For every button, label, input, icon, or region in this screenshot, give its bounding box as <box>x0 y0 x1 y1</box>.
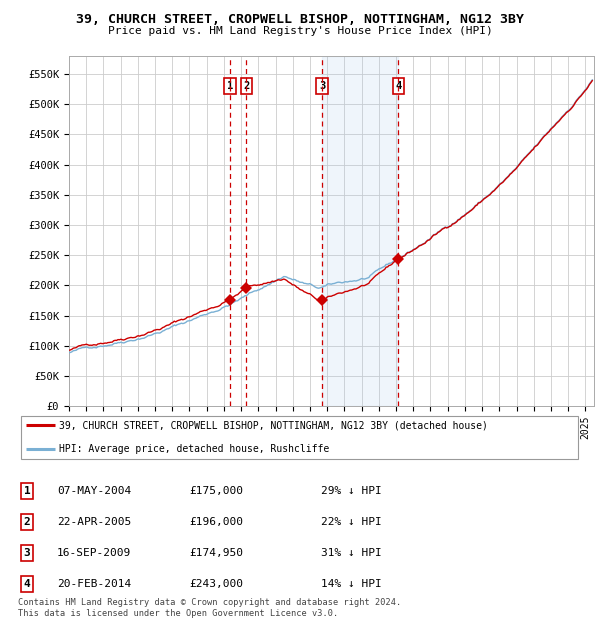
Text: HPI: Average price, detached house, Rushcliffe: HPI: Average price, detached house, Rush… <box>59 445 329 454</box>
Text: 39, CHURCH STREET, CROPWELL BISHOP, NOTTINGHAM, NG12 3BY (detached house): 39, CHURCH STREET, CROPWELL BISHOP, NOTT… <box>59 420 488 430</box>
Text: 1: 1 <box>227 81 233 91</box>
Text: 4: 4 <box>395 81 401 91</box>
Text: Price paid vs. HM Land Registry's House Price Index (HPI): Price paid vs. HM Land Registry's House … <box>107 26 493 36</box>
Text: 3: 3 <box>23 548 31 558</box>
Text: £196,000: £196,000 <box>189 517 243 527</box>
Text: 31% ↓ HPI: 31% ↓ HPI <box>321 548 382 558</box>
Text: £175,000: £175,000 <box>189 486 243 496</box>
Text: 3: 3 <box>319 81 325 91</box>
Text: 39, CHURCH STREET, CROPWELL BISHOP, NOTTINGHAM, NG12 3BY: 39, CHURCH STREET, CROPWELL BISHOP, NOTT… <box>76 14 524 26</box>
Text: 16-SEP-2009: 16-SEP-2009 <box>57 548 131 558</box>
Text: 07-MAY-2004: 07-MAY-2004 <box>57 486 131 496</box>
Text: £243,000: £243,000 <box>189 579 243 589</box>
Text: 20-FEB-2014: 20-FEB-2014 <box>57 579 131 589</box>
Text: 22-APR-2005: 22-APR-2005 <box>57 517 131 527</box>
Text: 1: 1 <box>23 486 31 496</box>
Text: Contains HM Land Registry data © Crown copyright and database right 2024.
This d: Contains HM Land Registry data © Crown c… <box>18 598 401 618</box>
Text: 4: 4 <box>23 579 31 589</box>
Text: £174,950: £174,950 <box>189 548 243 558</box>
Text: 2: 2 <box>244 81 250 91</box>
Text: 14% ↓ HPI: 14% ↓ HPI <box>321 579 382 589</box>
Text: 2: 2 <box>23 517 31 527</box>
Text: 22% ↓ HPI: 22% ↓ HPI <box>321 517 382 527</box>
FancyBboxPatch shape <box>21 416 578 459</box>
Text: 29% ↓ HPI: 29% ↓ HPI <box>321 486 382 496</box>
Bar <box>322 56 398 406</box>
